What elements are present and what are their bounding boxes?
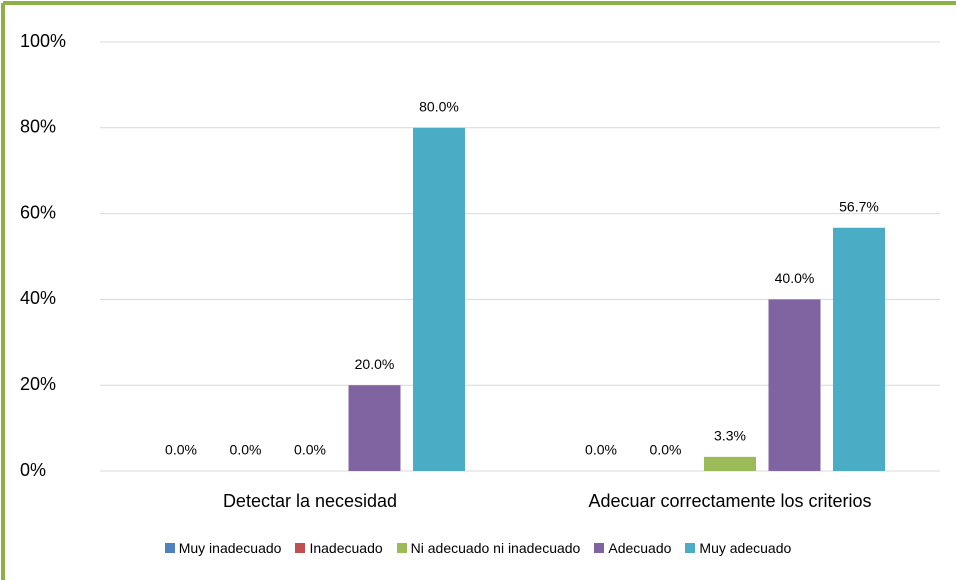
bar bbox=[413, 127, 465, 472]
y-tick-label: 80% bbox=[20, 117, 56, 137]
y-tick-label: 40% bbox=[20, 288, 56, 308]
data-label: 0.0% bbox=[650, 442, 682, 458]
legend-swatch bbox=[164, 543, 175, 553]
data-label: 0.0% bbox=[585, 442, 617, 458]
y-tick-label: 100% bbox=[20, 31, 66, 51]
legend-swatch bbox=[685, 543, 696, 553]
legend-item: Muy adecuado bbox=[685, 540, 791, 556]
bar bbox=[704, 456, 756, 471]
legend-swatch bbox=[594, 543, 605, 553]
data-label: 20.0% bbox=[355, 356, 395, 372]
legend-label: Inadecuado bbox=[309, 540, 383, 556]
x-tick-label: Detectar la necesidad bbox=[223, 491, 397, 511]
bar bbox=[768, 299, 821, 471]
legend-label: Ni adecuado ni inadecuado bbox=[410, 540, 581, 556]
y-tick-label: 0% bbox=[20, 460, 46, 480]
data-label: 0.0% bbox=[294, 442, 326, 458]
legend-swatch bbox=[396, 543, 407, 553]
data-label: 0.0% bbox=[230, 442, 262, 458]
data-label: 0.0% bbox=[165, 442, 197, 458]
legend-swatch bbox=[295, 543, 306, 553]
legend-item: Ni adecuado ni inadecuado bbox=[396, 540, 581, 556]
legend-item: Adecuado bbox=[594, 540, 671, 556]
y-tick-label: 20% bbox=[20, 374, 56, 394]
bar bbox=[348, 385, 401, 471]
legend-label: Muy adecuado bbox=[699, 540, 792, 556]
data-label: 56.7% bbox=[839, 198, 879, 214]
y-tick-label: 60% bbox=[20, 202, 56, 222]
data-label: 80.0% bbox=[419, 99, 459, 115]
data-label: 3.3% bbox=[714, 428, 746, 444]
legend: Muy inadecuado Inadecuado Ni adecuado ni i… bbox=[0, 540, 956, 556]
legend-label: Muy inadecuado bbox=[178, 540, 282, 556]
data-label: 40.0% bbox=[775, 270, 815, 286]
bar bbox=[833, 227, 885, 471]
legend-item: Inadecuado bbox=[295, 540, 383, 556]
legend-item: Muy inadecuado bbox=[164, 540, 282, 556]
x-tick-label: Adecuar correctamente los criterios bbox=[588, 491, 871, 511]
legend-label: Adecuado bbox=[608, 540, 672, 556]
